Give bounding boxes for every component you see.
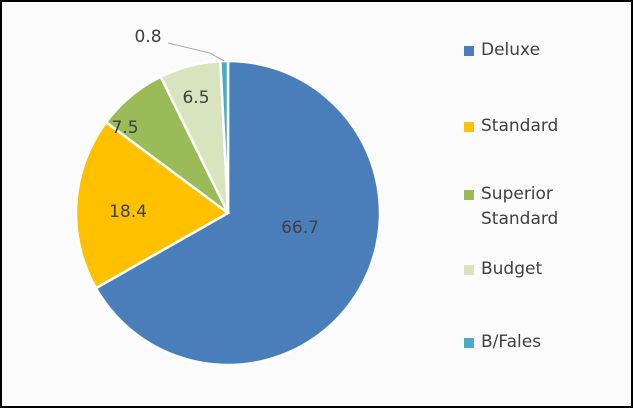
legend-label: Standard [481, 116, 559, 136]
legend-label: Superior Standard [481, 184, 559, 229]
legend-item: Budget [464, 257, 614, 282]
legend-item: Deluxe [464, 38, 614, 63]
pie-slice [94, 59, 382, 367]
leader-line [167, 42, 225, 62]
legend-swatch [464, 122, 474, 132]
legend-label: Budget [481, 259, 543, 279]
legend-item: Superior Standard [464, 182, 614, 232]
legend-item: B/Fales [464, 330, 614, 355]
legend-label: B/Fales [481, 332, 542, 352]
legend-item: Standard [464, 114, 614, 139]
data-label: 7.5 [111, 118, 138, 138]
pie-slice [74, 120, 231, 290]
data-label: 6.5 [182, 88, 209, 108]
legend-swatch [464, 338, 474, 348]
data-label: 0.8 [134, 27, 161, 47]
legend-swatch [464, 190, 474, 200]
data-label: 66.7 [281, 218, 319, 238]
data-label: 18.4 [109, 202, 147, 222]
legend-label: Deluxe [481, 40, 541, 60]
legend-swatch [464, 265, 474, 275]
legend-swatch [464, 46, 474, 56]
